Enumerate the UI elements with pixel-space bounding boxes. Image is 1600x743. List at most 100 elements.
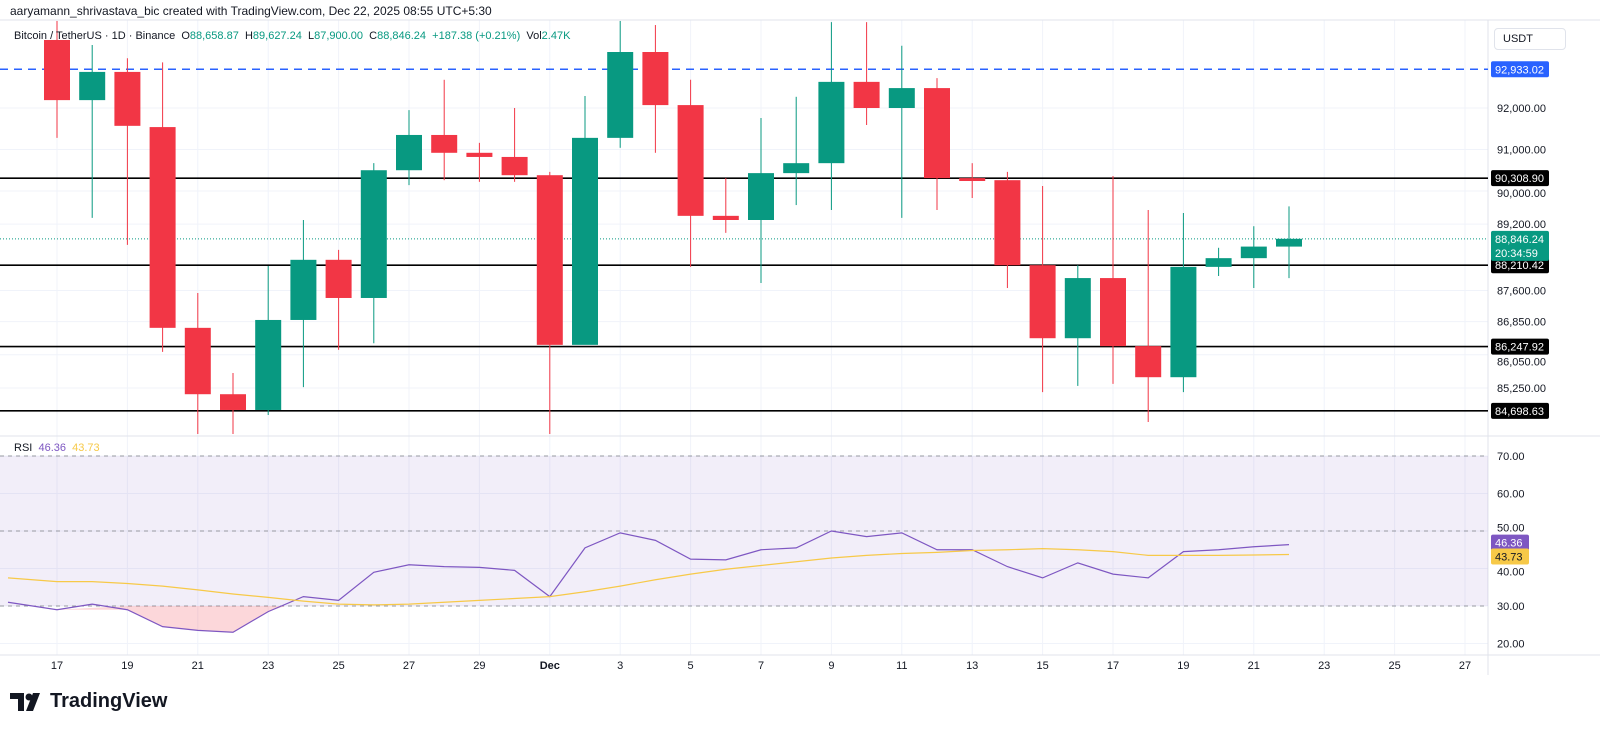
candle-bearish [220,394,246,410]
rsi-axis-tick: 60.00 [1497,489,1525,501]
close-label: C [369,30,378,42]
rsi-value-label: 43.73 [1495,552,1523,564]
rsi-axis-tick: 30.00 [1497,601,1525,613]
time-axis-tick: 27 [1459,660,1471,672]
time-axis-tick: 25 [1388,660,1400,672]
time-axis-tick: Dec [540,660,560,672]
price-label-box [1491,338,1549,355]
time-axis-tick: 17 [1107,660,1119,672]
candle-bullish [360,170,387,298]
low-value: 87,900.00 [314,30,364,42]
time-axis-tick: 17 [51,660,63,672]
volume-label: Vol [526,30,542,42]
candle-bearish [712,215,739,220]
high-label: H [244,30,253,42]
time-axis-tick: 27 [403,660,415,672]
candle-bearish [959,178,986,182]
rsi-axis-tick: 20.00 [1497,639,1525,651]
price-label-box [1491,61,1549,78]
time-axis-tick: 11 [896,660,907,672]
price-axis-tick: 85,250.00 [1497,383,1546,395]
open-value: 88,658.87 [189,30,239,42]
candle-bearish [1029,265,1056,339]
candle-bearish [536,175,563,345]
time-axis-tick: 25 [332,660,344,672]
candle-bullish [748,173,774,220]
time-axis-tick: 23 [1318,660,1330,672]
candle-bullish [607,52,634,138]
price-level-label: 88,210.42 [1495,260,1544,272]
rsi-axis-tick: 50.00 [1497,523,1525,535]
candle-bullish [1064,278,1091,339]
price-level-label: 86,247.92 [1495,342,1544,354]
rsi-value-box [1491,534,1529,551]
time-axis-tick: 15 [1036,660,1048,672]
candle-bullish [290,259,317,320]
time-axis-tick: 13 [966,660,978,672]
candle-bullish [1276,238,1302,247]
price-axis-tick: 90,000.00 [1497,188,1546,200]
rsi-ma-line [7,548,1290,606]
time-axis-tick: 9 [828,660,834,672]
price-level-label: 90,308.90 [1495,173,1544,185]
time-axis-tick: 19 [1177,660,1189,672]
candle-bearish [1135,346,1162,378]
price-axis-tick: 89,200.00 [1497,219,1546,231]
candle-bearish [184,327,211,395]
rsi-label[interactable]: RSI [14,442,33,454]
candle-bullish [1205,258,1232,267]
candle-bearish [466,152,493,157]
price-level-label: 84,698.63 [1495,406,1544,418]
tradingview-logo: TradingView [10,690,167,713]
rsi-line [7,530,1290,633]
high-value: 89,627.24 [252,30,302,42]
rsi-value-label: 46.36 [1495,538,1523,550]
candle-bullish [572,137,598,345]
candle-bearish [924,88,950,179]
symbol-name[interactable]: Bitcoin / TetherUS · 1D · Binance [14,30,176,42]
candle-bullish [1170,266,1197,378]
time-axis-tick: 19 [121,660,133,672]
price-axis-tick: 86,850.00 [1497,317,1546,329]
rsi-ma-value: 43.73 [72,442,100,454]
candle-bullish [255,319,282,410]
candle-bearish [325,259,352,298]
time-axis-tick: 7 [758,660,764,672]
time-axis-tick: 5 [688,660,694,672]
candle-bullish [1240,246,1267,259]
price-axis-tick: 87,600.00 [1497,286,1546,298]
candle-bearish [431,134,458,153]
price-axis-tick: 92,000.00 [1497,103,1546,115]
currency-button[interactable]: USDT [1494,28,1566,50]
rsi-oversold-fill [57,606,286,633]
candle-bearish [501,156,528,176]
time-axis-tick: 23 [262,660,274,672]
candle-bullish [79,71,106,101]
price-label-box [1491,257,1549,274]
logo-text: TradingView [50,690,168,712]
change-value: +187.38 (+0.21%) [432,30,521,42]
price-axis-tick: 91,000.00 [1497,144,1546,156]
low-label: L [307,30,315,42]
time-axis-tick: 3 [617,660,623,672]
candle-bearish [677,105,704,216]
rsi-legend: RSI 46.36 43.73 [14,442,100,454]
tradingview-logo-icon [10,692,40,711]
rsi-axis-tick: 40.00 [1497,567,1525,579]
close-value: 88,846.24 [377,30,427,42]
candle-bearish [994,180,1021,266]
last-price-label: 88,846.24 [1495,234,1544,246]
countdown-label: 20:34:59 [1495,248,1538,260]
chart-credit: aaryamann_shrivastava_bic created with T… [10,4,492,18]
candle-bearish [149,127,176,328]
time-axis-tick: 21 [1248,660,1260,672]
candle-bearish [1100,278,1126,347]
candle-bullish [818,81,845,164]
candle-bullish [783,163,810,174]
rsi-value: 46.36 [38,442,66,454]
symbol-legend: Bitcoin / TetherUS · 1D · Binance O88,65… [14,30,570,42]
candle-bullish [888,88,915,108]
candle-bearish [642,52,669,106]
last-price-box [1491,230,1549,261]
